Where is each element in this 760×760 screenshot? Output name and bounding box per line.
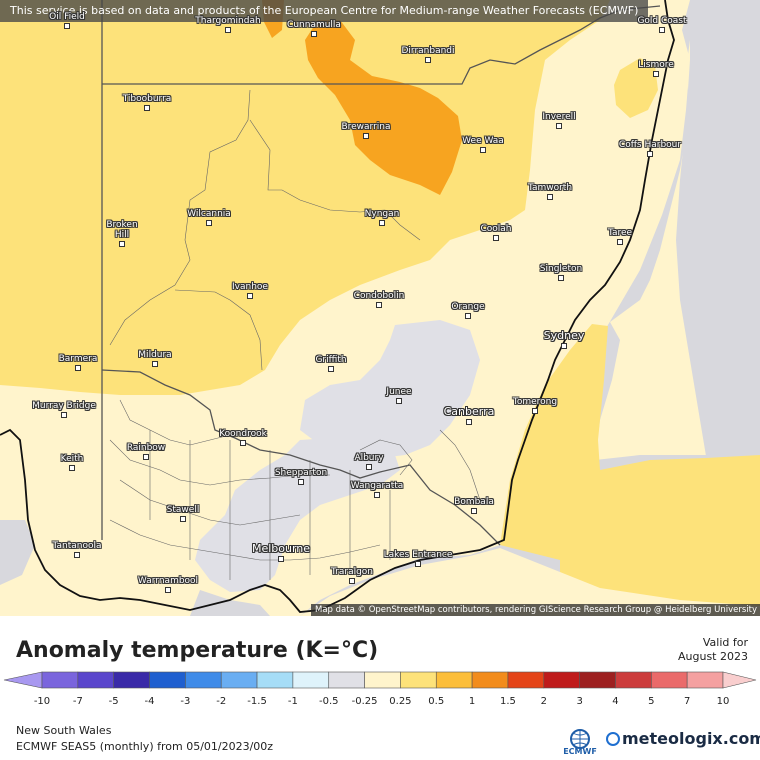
map-attribution: Map data © OpenStreetMap contributors, r… (311, 604, 760, 616)
scale-tick-label: -5 (108, 696, 119, 707)
scale-cell (471, 671, 509, 689)
scale-tick-label: 0.25 (389, 696, 412, 707)
ecmwf-logo-text: ECMWF (563, 747, 597, 756)
grey-zone-southwest (190, 590, 270, 616)
color-scale-cells (3, 671, 757, 689)
scale-cell (651, 671, 688, 689)
scale-cell (579, 671, 616, 689)
meteologix-logo[interactable]: meteologix.com (606, 729, 760, 748)
scale-cell (686, 671, 724, 689)
orange-blob (305, 20, 462, 195)
valid-label: Valid for (702, 636, 748, 649)
scale-cell (292, 671, 330, 689)
scale-tick-label: 5 (648, 696, 655, 707)
inland-yellow (0, 0, 610, 395)
grey-zone-coast (0, 520, 35, 585)
scale-tick-label: -0.5 (318, 696, 339, 707)
ecmwf-logo: ECMWF (560, 727, 600, 757)
scale-tick-label: -10 (33, 696, 51, 707)
scale-cell (149, 671, 186, 689)
scale-tick-label: -0.25 (351, 696, 378, 707)
scale-tick-label: 0.5 (428, 696, 445, 707)
scale-cell (328, 671, 365, 689)
scale-tick-label: 4 (612, 696, 619, 707)
ecmwf-notice-banner: This service is based on data and produc… (0, 0, 649, 22)
anomaly-map[interactable]: This service is based on data and produc… (0, 0, 760, 616)
scale-tick-label: 1 (468, 696, 476, 707)
legend-title: Anomaly temperature (K=°C) (16, 638, 379, 663)
scale-tick-label: -1.5 (247, 696, 267, 707)
scale-tick-label: 3 (576, 696, 583, 707)
coastline (0, 0, 675, 613)
scale-cell (41, 671, 79, 689)
offshore-pale-bottom (300, 548, 760, 616)
border-murray (101, 369, 501, 546)
valid-date: August 2023 (678, 650, 748, 663)
scale-cell (507, 671, 545, 689)
ecmwf-globe-icon (570, 729, 590, 749)
scale-tick-label: -7 (72, 696, 83, 707)
district-boundaries (109, 89, 481, 580)
scale-tick-label: 1.5 (499, 696, 516, 707)
color-scale (3, 671, 757, 689)
model-run-info: ECMWF SEAS5 (monthly) from 05/01/2023/00… (16, 740, 274, 753)
scale-cell (400, 671, 437, 689)
scale-cell (256, 671, 294, 689)
scale-tick-label: -3 (180, 696, 191, 707)
region-name: New South Wales (16, 724, 112, 737)
offshore-yellow-south (450, 324, 760, 616)
scale-tick-label: -4 (144, 696, 155, 707)
grey-zone-victoria (195, 438, 400, 592)
scale-tick-label: 10 (716, 696, 730, 707)
scale-tick-label: 7 (683, 696, 691, 707)
map-canvas (0, 0, 760, 616)
scale-cell (77, 671, 114, 689)
scale-cell (543, 671, 580, 689)
offshore-grey (676, 0, 760, 456)
scale-tick-label: 2 (540, 696, 547, 707)
scale-tick-label: -2 (216, 696, 227, 707)
grey-zone-canberra (300, 320, 480, 458)
yellow-blob-lismore (614, 58, 658, 118)
scale-cell (435, 671, 473, 689)
valid-period: Valid for August 2023 (678, 636, 748, 664)
meteologix-icon (606, 732, 620, 746)
scale-cell (113, 671, 150, 689)
scale-arrow-high (722, 671, 757, 689)
scale-cell (185, 671, 222, 689)
scale-cell (364, 671, 401, 689)
meteologix-text: meteologix.com (622, 729, 760, 748)
color-scale-ticks: -10 -7 -5 -4 -3 -2 -1.5 -1 -0.5 -0.25 0.25 0.5 1 1.5 2… (0, 696, 760, 710)
scale-cell (220, 671, 258, 689)
scale-arrow-low (3, 671, 43, 689)
scale-cell (615, 671, 652, 689)
scale-tick-label: -1 (287, 696, 298, 707)
